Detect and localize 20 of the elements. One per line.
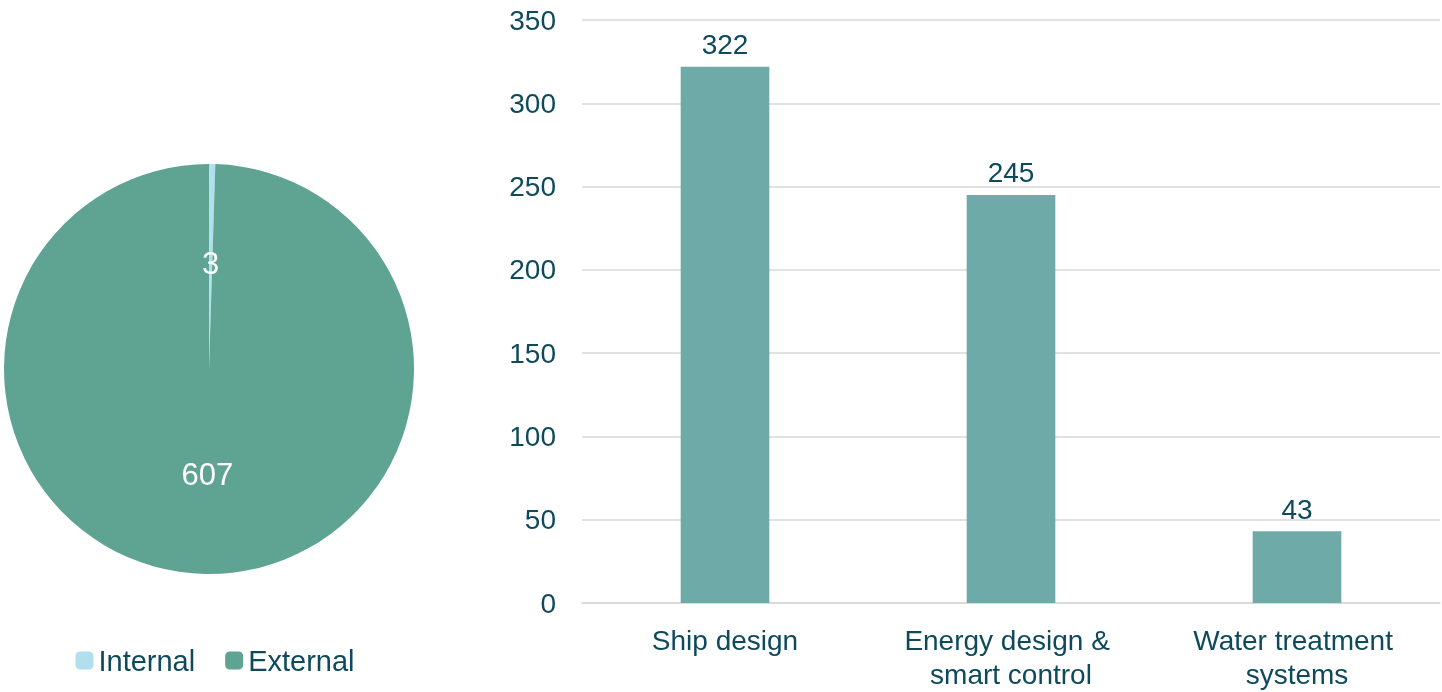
legend-label: External xyxy=(248,644,355,677)
legend-label: Internal xyxy=(98,644,196,677)
y-tick-label: 250 xyxy=(509,171,556,203)
bar xyxy=(680,66,770,603)
data-label: 245 xyxy=(987,157,1035,189)
y-tick-label: 200 xyxy=(509,254,556,286)
y-tick-label: 50 xyxy=(524,504,556,536)
y-tick-label: 0 xyxy=(540,587,556,619)
y-tick-label: 100 xyxy=(509,420,556,452)
y-tick-label: 350 xyxy=(509,4,556,36)
data-label: 43 xyxy=(1281,493,1313,525)
x-tick-label: Water treatment systems xyxy=(1193,624,1401,690)
bar xyxy=(966,194,1056,603)
y-tick-label: 300 xyxy=(509,87,556,119)
data-label: 607 xyxy=(181,456,234,492)
x-tick-label: Energy design & smart control xyxy=(904,624,1118,690)
y-tick-label: 150 xyxy=(509,337,556,369)
data-label: 322 xyxy=(701,29,749,61)
x-tick-label: Ship design xyxy=(651,624,799,656)
bar xyxy=(1252,531,1342,603)
